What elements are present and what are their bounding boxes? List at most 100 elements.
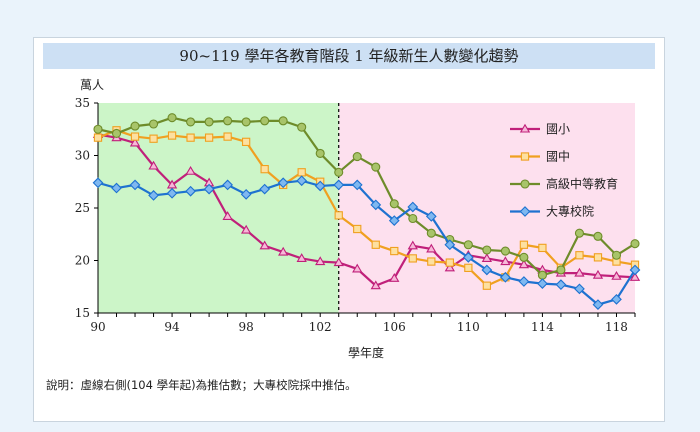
data-point [389, 273, 400, 282]
data-point [592, 269, 604, 279]
data-point [482, 281, 492, 290]
data-point [390, 246, 399, 256]
data-point [538, 243, 547, 253]
y-axis-label: 萬人 [80, 78, 104, 92]
data-point [315, 256, 326, 266]
data-point [464, 263, 473, 272]
data-point [223, 116, 233, 126]
y-tick-label: 30 [75, 149, 90, 163]
data-point [370, 280, 381, 290]
data-point [185, 185, 196, 197]
x-tick-label: 114 [531, 320, 554, 334]
data-point [166, 179, 178, 189]
y-tick-label: 15 [75, 306, 90, 320]
legend-label: 高級中等教育 [546, 176, 618, 191]
data-point [425, 211, 437, 222]
data-point [388, 215, 400, 226]
data-point [555, 279, 567, 291]
data-point [389, 199, 399, 209]
data-point [500, 271, 511, 283]
data-point [370, 199, 382, 211]
data-point [166, 187, 178, 199]
data-point [482, 245, 492, 255]
chart-title: 90~119 學年各教育階段 1 年級新生人數變化趨勢 [43, 43, 655, 69]
data-point [204, 117, 214, 127]
legend-label: 國中 [546, 149, 570, 164]
data-point [592, 299, 604, 310]
data-point [241, 137, 251, 146]
data-point [223, 132, 232, 141]
data-point [371, 240, 380, 249]
data-point [167, 113, 177, 123]
data-point [241, 117, 251, 127]
x-tick-label: 106 [383, 320, 406, 334]
x-tick-label: 98 [238, 320, 253, 334]
data-point [186, 133, 195, 142]
data-point [186, 117, 196, 127]
data-point [463, 240, 473, 250]
data-point [296, 253, 307, 262]
data-point [518, 259, 530, 269]
data-point [278, 116, 288, 126]
y-tick-label: 20 [75, 254, 90, 268]
data-point [481, 253, 493, 262]
data-point [630, 239, 640, 249]
data-point [111, 182, 122, 194]
legend-marker [519, 206, 531, 217]
x-tick-label: 110 [457, 320, 480, 334]
legend-label: 大專校院 [546, 204, 594, 219]
data-point [500, 246, 510, 256]
data-point [222, 211, 233, 220]
series-2 [93, 113, 640, 280]
y-tick-label: 25 [75, 201, 90, 215]
data-point [297, 168, 306, 177]
data-point [481, 264, 493, 276]
data-point [371, 162, 381, 172]
data-point [407, 240, 418, 250]
data-point [333, 257, 344, 267]
data-point [351, 179, 363, 191]
data-point [500, 256, 511, 266]
data-point [240, 188, 252, 200]
data-point [314, 180, 326, 192]
data-point [92, 177, 104, 189]
data-point [167, 131, 177, 140]
data-point [333, 179, 345, 191]
data-point [93, 124, 103, 134]
data-point [408, 213, 418, 224]
legend-label: 國小 [546, 122, 570, 136]
data-point [260, 165, 269, 174]
data-point [149, 134, 158, 143]
data-point [130, 132, 140, 141]
data-point [407, 201, 419, 213]
data-point [130, 121, 140, 131]
data-point [334, 211, 343, 220]
data-point [611, 270, 622, 280]
data-point [278, 246, 289, 256]
data-point [519, 240, 529, 249]
series-3 [92, 175, 641, 310]
data-point [574, 228, 584, 238]
data-point [593, 253, 603, 262]
data-point [462, 251, 474, 263]
data-point [426, 228, 436, 238]
data-point [129, 179, 141, 191]
data-point [315, 148, 325, 158]
data-point [352, 152, 362, 162]
data-point [259, 183, 271, 195]
data-point [148, 160, 159, 170]
data-point [185, 165, 196, 175]
x-axis-label: 學年度 [348, 345, 384, 360]
data-point [611, 250, 622, 260]
data-point [445, 258, 454, 267]
legend-marker [519, 123, 531, 133]
data-point [574, 283, 585, 295]
data-point [556, 265, 566, 275]
data-point [334, 167, 344, 177]
x-tick-label: 118 [605, 320, 628, 334]
data-point [93, 133, 103, 142]
data-point [149, 119, 159, 129]
x-tick-label: 102 [309, 320, 332, 334]
data-point [296, 175, 308, 187]
